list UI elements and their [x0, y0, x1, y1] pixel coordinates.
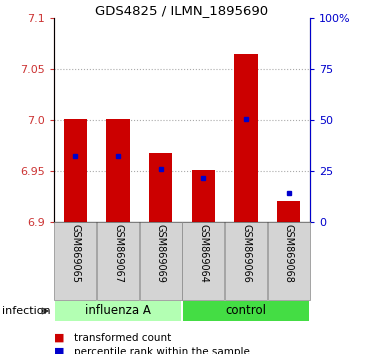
Bar	[63, 119, 87, 222]
Bar	[55, 301, 181, 321]
Bar	[106, 119, 130, 222]
Bar	[183, 301, 309, 321]
Text: influenza A: influenza A	[85, 304, 151, 318]
Bar	[225, 222, 267, 300]
Text: GSM869064: GSM869064	[198, 224, 209, 283]
Text: infection: infection	[2, 306, 50, 316]
Text: GSM869065: GSM869065	[70, 224, 81, 283]
Bar	[234, 54, 258, 222]
Text: GSM869068: GSM869068	[284, 224, 294, 283]
Text: GSM869066: GSM869066	[241, 224, 251, 283]
Bar	[267, 222, 310, 300]
Bar	[54, 222, 96, 300]
Text: transformed count: transformed count	[75, 333, 172, 343]
Title: GDS4825 / ILMN_1895690: GDS4825 / ILMN_1895690	[95, 4, 269, 17]
Bar	[277, 201, 301, 222]
Bar	[97, 222, 139, 300]
Bar	[139, 222, 182, 300]
Text: control: control	[226, 304, 266, 318]
Bar	[149, 153, 173, 222]
Text: ■: ■	[54, 347, 65, 354]
Text: percentile rank within the sample: percentile rank within the sample	[75, 347, 250, 354]
Bar	[182, 222, 224, 300]
Text: ■: ■	[54, 333, 65, 343]
Bar	[191, 170, 215, 222]
Text: GSM869069: GSM869069	[156, 224, 166, 283]
Text: GSM869067: GSM869067	[113, 224, 123, 283]
